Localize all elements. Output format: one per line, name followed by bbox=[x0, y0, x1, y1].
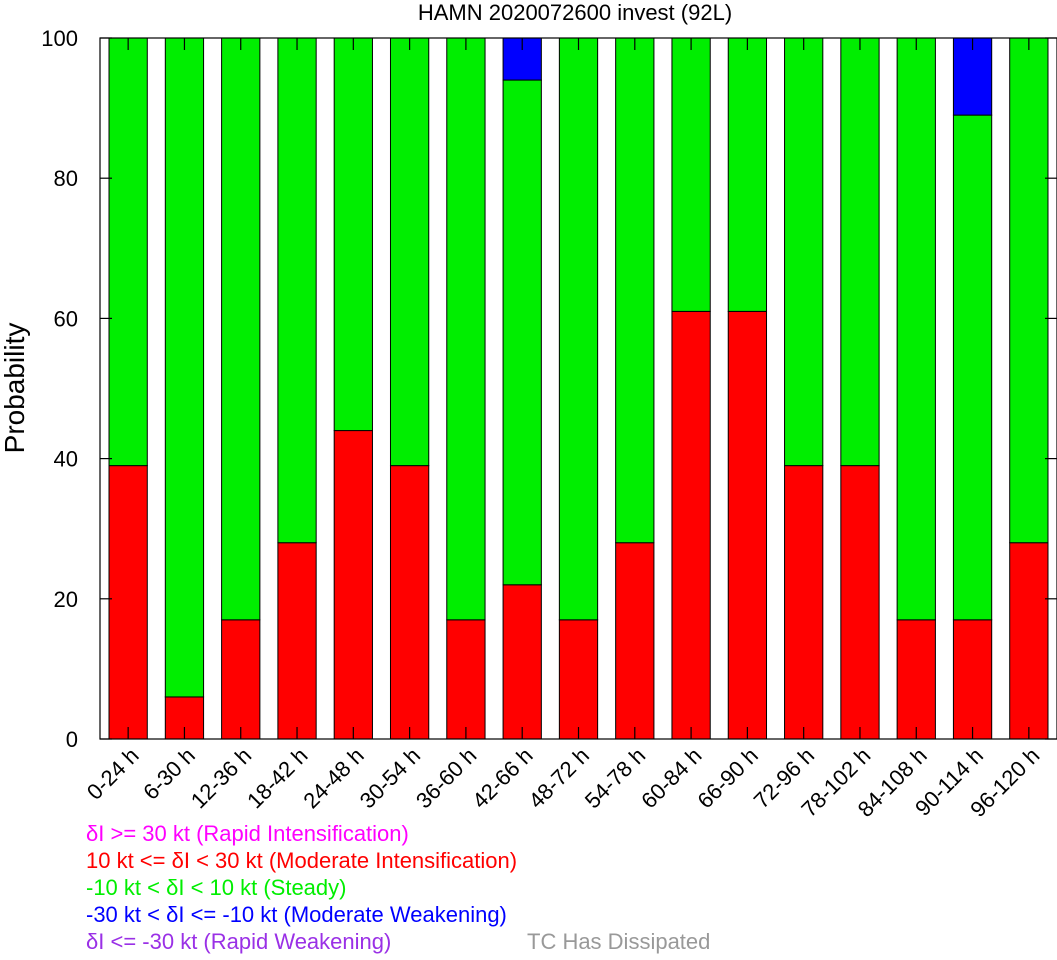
bar-segment-1-0-24h bbox=[108, 465, 148, 740]
y-axis-label: Probability bbox=[0, 323, 30, 454]
legend: δI >= 30 kt (Rapid Intensification) 10 kt… bbox=[86, 820, 517, 955]
x-tick-label: 12-36 h bbox=[186, 743, 256, 813]
bar-segment-1-72-96h bbox=[784, 465, 824, 740]
bar-segment-1-24-48h bbox=[333, 430, 373, 740]
x-tick-label: 60-84 h bbox=[636, 743, 706, 813]
bar-segment-1-78-102h bbox=[840, 465, 880, 740]
x-tick-label: 24-48 h bbox=[298, 743, 368, 813]
axes-group bbox=[99, 37, 1057, 740]
bar-segment-2-96-120h bbox=[1009, 37, 1049, 544]
bars-group bbox=[108, 37, 1049, 740]
bar-segment-2-90-114h bbox=[952, 114, 993, 621]
bar-segment-1-30-54h bbox=[389, 465, 430, 740]
bar-segment-2-24-48h bbox=[333, 37, 373, 432]
bar-segment-2-84-108h bbox=[896, 37, 936, 621]
bar-segment-2-36-60h bbox=[446, 37, 486, 621]
y-tick-labels: 0 20 40 60 80 100 bbox=[41, 26, 78, 752]
chart-title: HAMN 2020072600 invest (92L) bbox=[418, 0, 732, 25]
bar-segment-1-96-120h bbox=[1009, 542, 1049, 740]
x-tick-label: 66-90 h bbox=[692, 743, 762, 813]
bar-segment-2-48-72h bbox=[558, 37, 599, 621]
bar-segment-1-60-84h bbox=[671, 310, 711, 740]
bar-segment-2-6-30h bbox=[164, 37, 205, 698]
bar-segment-1-48-72h bbox=[558, 619, 599, 740]
legend-entry: δI <= -30 kt (Rapid Weakening) bbox=[86, 929, 392, 954]
bar-segment-2-54-78h bbox=[615, 37, 655, 544]
y-tick-label: 0 bbox=[66, 727, 78, 752]
legend-entry: -10 kt < δI < 10 kt (Steady) bbox=[86, 875, 347, 900]
bar-segment-2-0-24h bbox=[108, 37, 148, 467]
y-tick-label: 60 bbox=[54, 306, 78, 331]
x-tick-label: 30-54 h bbox=[355, 743, 425, 813]
bar-segment-1-90-114h bbox=[952, 619, 993, 740]
bar-segment-1-84-108h bbox=[896, 619, 936, 740]
bar-segment-2-60-84h bbox=[671, 37, 711, 312]
bar-segment-1-42-66h bbox=[502, 584, 542, 740]
y-tick-label: 20 bbox=[54, 587, 78, 612]
x-tick-label: 54-78 h bbox=[580, 743, 650, 813]
legend-entry: δI >= 30 kt (Rapid Intensification) bbox=[86, 821, 409, 846]
x-tick-label: 42-66 h bbox=[467, 743, 537, 813]
bar-segment-1-54-78h bbox=[615, 542, 655, 740]
x-tick-label: 0-24 h bbox=[82, 743, 144, 805]
x-tick-label: 48-72 h bbox=[524, 743, 594, 813]
dissipated-legend-entry: TC Has Dissipated bbox=[527, 929, 711, 954]
bar-segment-1-18-42h bbox=[277, 542, 317, 740]
bar-segment-1-66-90h bbox=[727, 310, 768, 740]
x-tick-labels: 0-24 h6-30 h12-36 h18-42 h24-48 h30-54 h… bbox=[82, 743, 1045, 822]
legend-entry: 10 kt <= δI < 30 kt (Moderate Intensific… bbox=[86, 848, 518, 873]
bar-segment-1-36-60h bbox=[446, 619, 486, 740]
bar-segment-2-42-66h bbox=[502, 79, 542, 586]
x-tick-label: 18-42 h bbox=[242, 743, 312, 813]
bar-segment-2-12-36h bbox=[221, 37, 261, 621]
bar-segment-1-12-36h bbox=[221, 619, 261, 740]
bar-segment-2-18-42h bbox=[277, 37, 317, 544]
bar-segment-2-30-54h bbox=[389, 37, 430, 467]
x-tick-label: 36-60 h bbox=[411, 743, 481, 813]
y-tick-label: 80 bbox=[54, 166, 78, 191]
legend-entry: -30 kt < δI <= -10 kt (Moderate Weakenin… bbox=[86, 902, 507, 927]
bar-segment-2-66-90h bbox=[727, 37, 768, 312]
bar-segment-2-72-96h bbox=[784, 37, 824, 467]
bar-segment-2-78-102h bbox=[840, 37, 880, 467]
y-tick-label: 40 bbox=[54, 447, 78, 472]
y-tick-label: 100 bbox=[41, 26, 78, 51]
